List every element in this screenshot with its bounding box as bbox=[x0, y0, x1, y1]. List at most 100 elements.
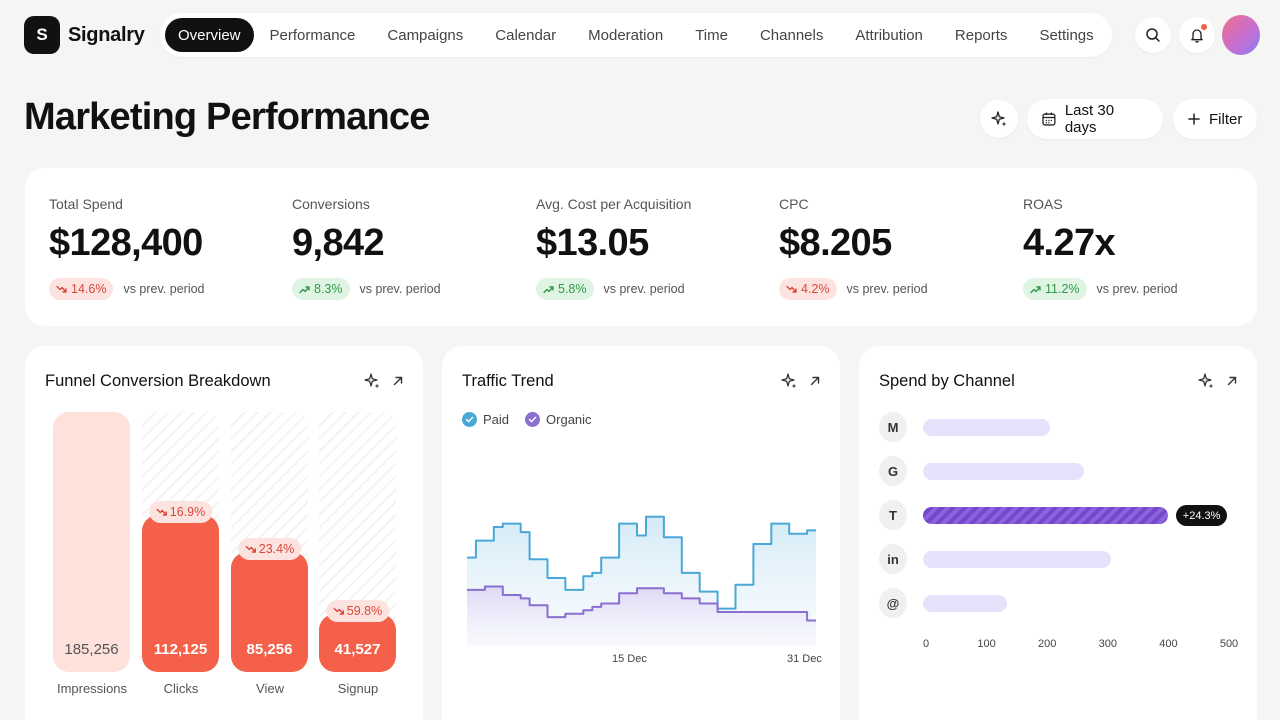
change-badge: 5.8% bbox=[536, 278, 594, 300]
change-value: 14.6% bbox=[71, 282, 107, 296]
funnel-bar bbox=[231, 552, 308, 672]
trend-down-icon bbox=[333, 607, 344, 615]
drop-badge: 16.9% bbox=[148, 501, 213, 523]
filter-button[interactable]: Filter bbox=[1173, 99, 1257, 139]
change-value: 8.3% bbox=[314, 282, 343, 296]
funnel-stage-label: Impressions bbox=[56, 681, 128, 696]
channel-bar bbox=[923, 463, 1084, 480]
sparkle-icon[interactable] bbox=[780, 372, 798, 390]
search-icon bbox=[1146, 28, 1160, 42]
funnel-column[interactable]: 23.4% 85,256 bbox=[231, 412, 308, 672]
ai-insights-button[interactable] bbox=[980, 100, 1018, 138]
notifications-button[interactable] bbox=[1179, 17, 1215, 53]
change-badge: 4.2% bbox=[779, 278, 837, 300]
spend-title: Spend by Channel bbox=[879, 372, 1015, 390]
funnel-bar bbox=[53, 412, 130, 672]
legend-item-paid[interactable]: Paid bbox=[462, 412, 509, 427]
funnel-stage-label: Clicks bbox=[163, 681, 199, 696]
kpi-footer: 8.3% vs prev. period bbox=[292, 278, 441, 300]
funnel-value: 112,125 bbox=[153, 641, 208, 658]
kpi-footer: 5.8% vs prev. period bbox=[536, 278, 685, 300]
nav-item-moderation[interactable]: Moderation bbox=[588, 26, 664, 44]
trend-down-icon bbox=[245, 545, 256, 553]
plus-icon bbox=[1188, 113, 1200, 125]
spend-panel: Spend by Channel M G T +24.3% in @0 100 200 300 4… bbox=[859, 346, 1257, 720]
expand-arrow-icon[interactable] bbox=[391, 374, 405, 388]
expand-arrow-icon[interactable] bbox=[1225, 374, 1239, 388]
drop-value: 59.8% bbox=[346, 604, 383, 618]
trend-up-icon bbox=[1030, 285, 1041, 293]
legend-item-organic[interactable]: Organic bbox=[525, 412, 592, 427]
nav-item-performance[interactable]: Performance bbox=[269, 26, 356, 44]
channel-bar bbox=[923, 507, 1168, 524]
brand-logo[interactable]: S Signalry bbox=[24, 16, 145, 54]
nav-item-channels[interactable]: Channels bbox=[759, 26, 824, 44]
kpi-value: $128,400 bbox=[49, 222, 203, 264]
x-tick-label: 100 bbox=[977, 638, 996, 650]
nav-item-settings[interactable]: Settings bbox=[1039, 26, 1094, 44]
change-value: 11.2% bbox=[1045, 282, 1080, 296]
kpi-value: $8.205 bbox=[779, 222, 892, 264]
brand-name: Signalry bbox=[68, 23, 145, 46]
channel-row[interactable]: in bbox=[879, 544, 1239, 574]
kpi-label: CPC bbox=[779, 196, 809, 212]
sparkle-icon[interactable] bbox=[363, 372, 381, 390]
channel-row[interactable]: M bbox=[879, 412, 1239, 442]
channel-row[interactable]: @ bbox=[879, 588, 1239, 618]
kpi-label: Conversions bbox=[292, 196, 370, 212]
channel-bar bbox=[923, 595, 1007, 612]
search-button[interactable] bbox=[1135, 17, 1171, 53]
funnel-title: Funnel Conversion Breakdown bbox=[45, 372, 271, 390]
trend-down-icon bbox=[56, 285, 67, 293]
comparison-note: vs prev. period bbox=[846, 282, 928, 296]
nav-item-overview[interactable]: Overview bbox=[165, 18, 254, 52]
traffic-title: Traffic Trend bbox=[462, 372, 554, 390]
sparkle-icon[interactable] bbox=[1197, 372, 1215, 390]
channel-icon: T bbox=[879, 500, 907, 530]
date-range-label: Last 30 days bbox=[1064, 102, 1115, 136]
channel-icon: in bbox=[879, 544, 907, 574]
funnel-column[interactable]: 59.8% 41,527 bbox=[319, 412, 396, 672]
kpi-footer: 14.6% vs prev. period bbox=[49, 278, 205, 300]
expand-arrow-icon[interactable] bbox=[808, 374, 822, 388]
funnel-column[interactable]: 185,256 bbox=[53, 412, 130, 672]
nav-item-campaigns[interactable]: Campaigns bbox=[387, 26, 464, 44]
change-value: 5.8% bbox=[558, 282, 587, 296]
change-badge: 14.6% bbox=[49, 278, 114, 300]
traffic-paid-line bbox=[467, 515, 816, 610]
comparison-note: vs prev. period bbox=[603, 282, 685, 296]
user-avatar[interactable] bbox=[1222, 15, 1260, 55]
channel-row[interactable]: T +24.3% bbox=[879, 500, 1239, 530]
x-tick-label: 200 bbox=[1038, 638, 1057, 650]
channel-icon: M bbox=[879, 412, 907, 442]
sparkle-icon bbox=[991, 111, 1007, 127]
funnel-value: 185,256 bbox=[64, 641, 119, 658]
change-value: 4.2% bbox=[801, 282, 830, 296]
traffic-organic-area bbox=[467, 586, 816, 646]
kpi-value: 4.27x bbox=[1023, 222, 1116, 264]
trend-down-icon bbox=[786, 285, 797, 293]
x-tick-label: 15 Dec bbox=[612, 653, 647, 665]
nav-item-time[interactable]: Time bbox=[695, 26, 728, 44]
comparison-note: vs prev. period bbox=[1096, 282, 1178, 296]
date-range-button[interactable]: Last 30 days bbox=[1027, 99, 1163, 139]
nav-item-attribution[interactable]: Attribution bbox=[855, 26, 923, 44]
channel-row[interactable]: G bbox=[879, 456, 1239, 486]
funnel-value: 41,527 bbox=[334, 641, 381, 658]
drop-badge: 59.8% bbox=[325, 600, 390, 622]
x-tick-label: 400 bbox=[1159, 638, 1178, 650]
traffic-organic-line bbox=[467, 585, 816, 622]
check-icon bbox=[462, 412, 477, 427]
kpi-label: Avg. Cost per Acquisition bbox=[536, 196, 692, 212]
top-bar: S Signalry Overview Performance Campaign… bbox=[0, 0, 1280, 72]
trend-down-icon bbox=[156, 508, 167, 516]
change-badge: 11.2% bbox=[1023, 278, 1087, 300]
funnel-column[interactable]: 16.9% 112,125 bbox=[142, 412, 219, 672]
nav-item-calendar[interactable]: Calendar bbox=[495, 26, 557, 44]
kpi-summary-card: Total Spend $128,400 14.6% vs prev. period C… bbox=[25, 168, 1257, 326]
kpi-label: Total Spend bbox=[49, 196, 123, 212]
notification-dot bbox=[1201, 24, 1207, 30]
drop-badge: 23.4% bbox=[237, 538, 302, 560]
nav-item-reports[interactable]: Reports bbox=[954, 26, 1008, 44]
kpi-value: 9,842 bbox=[292, 222, 385, 264]
